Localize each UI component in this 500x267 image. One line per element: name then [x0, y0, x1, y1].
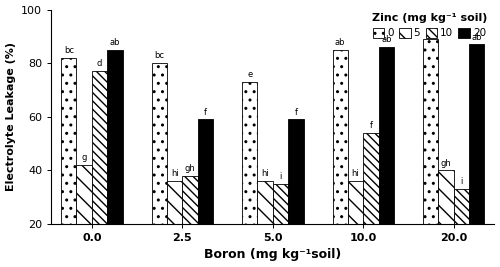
- Text: hi: hi: [352, 169, 360, 178]
- Bar: [182, 176, 198, 224]
- Bar: [288, 119, 304, 224]
- Text: f: f: [204, 108, 207, 117]
- Text: g: g: [82, 153, 87, 162]
- Text: hi: hi: [261, 169, 269, 178]
- Text: e: e: [247, 70, 252, 79]
- Text: bc: bc: [64, 46, 74, 55]
- Text: ab: ab: [472, 33, 482, 42]
- Y-axis label: Electrolyte Leakage (%): Electrolyte Leakage (%): [6, 42, 16, 191]
- Bar: [242, 82, 258, 224]
- Bar: [423, 39, 438, 224]
- Bar: [198, 119, 213, 224]
- Text: bc: bc: [154, 52, 164, 60]
- Text: gh: gh: [184, 164, 196, 173]
- Bar: [454, 189, 469, 224]
- Text: ab: ab: [110, 38, 120, 47]
- Bar: [61, 58, 76, 224]
- Text: i: i: [280, 172, 281, 181]
- Text: hi: hi: [171, 169, 178, 178]
- Text: d: d: [97, 60, 102, 69]
- Text: a: a: [428, 27, 433, 36]
- Bar: [378, 47, 394, 224]
- Text: f: f: [370, 121, 372, 130]
- Bar: [152, 63, 167, 224]
- Text: ab: ab: [381, 36, 392, 44]
- Bar: [348, 181, 364, 224]
- Bar: [332, 50, 348, 224]
- Bar: [76, 165, 92, 224]
- Bar: [273, 184, 288, 224]
- Bar: [258, 181, 273, 224]
- Text: f: f: [294, 108, 298, 117]
- Bar: [364, 133, 378, 224]
- Text: gh: gh: [440, 159, 452, 168]
- Bar: [107, 50, 122, 224]
- Bar: [167, 181, 182, 224]
- Text: i: i: [460, 177, 462, 186]
- X-axis label: Boron (mg kg⁻¹soil): Boron (mg kg⁻¹soil): [204, 249, 342, 261]
- Bar: [92, 71, 107, 224]
- Text: ab: ab: [335, 38, 345, 47]
- Legend: 0, 5, 10, 20: 0, 5, 10, 20: [370, 10, 489, 40]
- Bar: [469, 44, 484, 224]
- Bar: [438, 170, 454, 224]
